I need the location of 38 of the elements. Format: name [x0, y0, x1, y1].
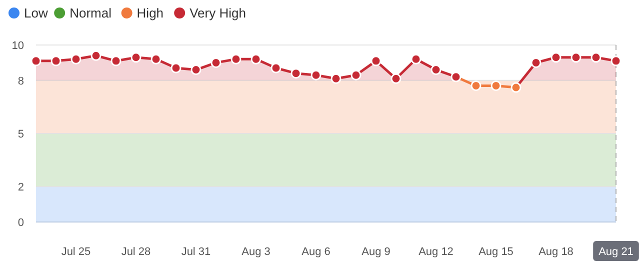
point: [190, 64, 202, 76]
point: [430, 64, 442, 76]
point: [310, 70, 322, 80]
point: [350, 70, 362, 80]
x-tick-label: Aug 9: [362, 246, 390, 258]
point: [90, 50, 102, 61]
point: [490, 80, 502, 91]
point: [330, 73, 342, 84]
x-tick-label: Aug 21: [598, 246, 634, 258]
legend-label: High: [136, 6, 164, 21]
point: [370, 56, 382, 66]
point: [250, 54, 262, 64]
x-tick-label: Aug 3: [242, 246, 270, 258]
point: [150, 54, 162, 64]
y-tick-label: 10: [12, 40, 24, 52]
y-tick-label: 0: [18, 216, 24, 229]
point: [590, 52, 602, 63]
x-tick-label: Aug 12: [418, 246, 454, 258]
y-tick-label: 8: [18, 75, 24, 88]
legend-label: Normal: [70, 6, 112, 21]
point: [470, 80, 482, 91]
point: [510, 82, 522, 93]
x-tick-label: Aug 15: [478, 246, 514, 258]
legend-label: Low: [24, 6, 48, 21]
point: [270, 62, 282, 74]
x-tick-label: Aug 6: [302, 246, 330, 258]
point: [390, 73, 402, 84]
point: [70, 54, 82, 64]
x-tick-label: Aug 18: [538, 246, 574, 258]
x-tick-label: Jul 25: [61, 246, 91, 258]
point: [410, 54, 422, 64]
point: [450, 72, 462, 82]
x-tick-label: Jul 28: [121, 246, 151, 258]
y-tick-label: 2: [18, 181, 24, 194]
point: [110, 56, 122, 66]
x-tick-label: Jul 31: [181, 246, 211, 258]
y-tick-label: 5: [18, 128, 24, 140]
legend-label: Very High: [190, 6, 246, 21]
